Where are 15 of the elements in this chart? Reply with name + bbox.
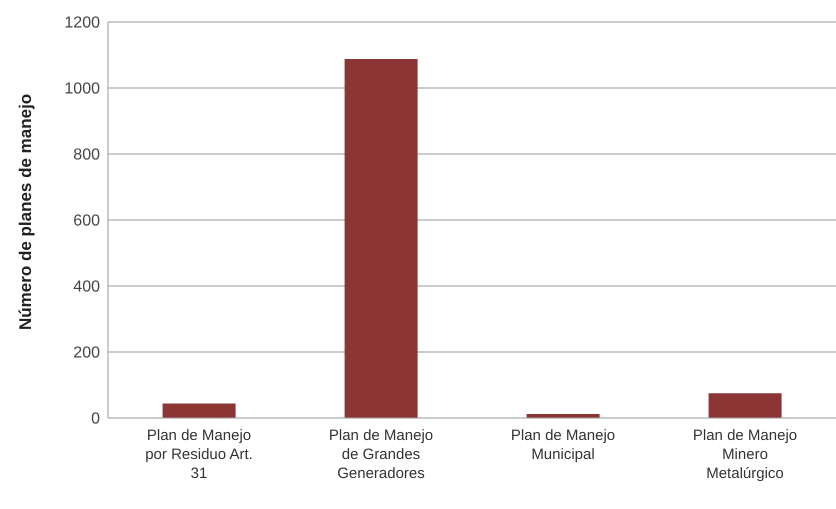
bar: [344, 58, 418, 418]
y-axis-title: Número de planes de manejo: [16, 94, 36, 330]
x-tick-label: Plan de Manejo por Residuo Art. 31: [145, 427, 253, 482]
bar: [162, 403, 236, 418]
bar: [708, 393, 782, 418]
y-tick-label: 1000: [64, 80, 100, 98]
x-tick-label: Plan de Manejo de Grandes Generadores: [328, 427, 434, 482]
y-tick-label: 0: [91, 410, 100, 428]
x-tick-label: Plan de Manejo Minero Metalúrgico: [692, 427, 798, 482]
y-tick-label: 600: [73, 212, 100, 230]
y-tick-label: 1200: [64, 14, 100, 32]
y-tick-label: 200: [73, 344, 100, 362]
y-tick-label: 800: [73, 146, 100, 164]
y-tick-label: 400: [73, 278, 100, 296]
x-tick-label: Plan de Manejo Municipal: [510, 427, 616, 463]
